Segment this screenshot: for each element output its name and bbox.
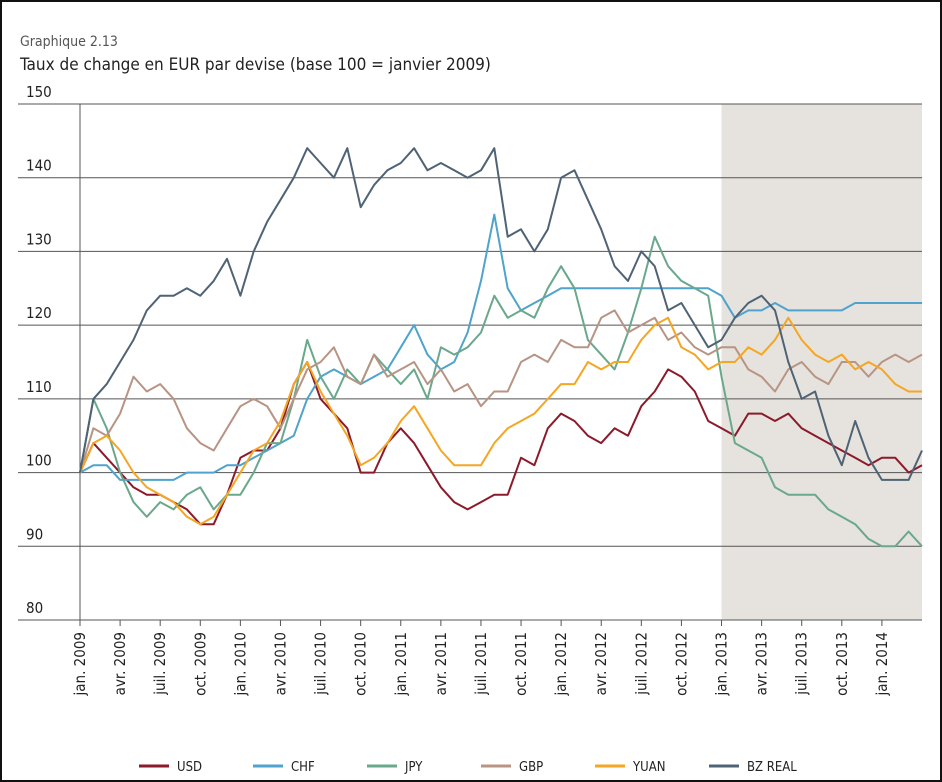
chart-title: Taux de change en EUR par devise (base 1… (19, 55, 491, 75)
x-tick-label: jan. 2012 (552, 632, 570, 696)
series-line (79, 213, 922, 481)
x-tick-label: oct. 2013 (833, 632, 851, 696)
legend-label: BZ REAL (747, 760, 797, 775)
x-tick-label: oct. 2012 (672, 632, 690, 696)
series-line (79, 316, 922, 526)
y-tick-label: 110 (26, 378, 52, 396)
x-tick-label: juil. 2009 (151, 632, 169, 696)
x-tick-label: juil. 2013 (793, 632, 811, 696)
y-tick-label: 90 (26, 525, 43, 543)
legend-label: JPY (404, 760, 423, 775)
y-tick-label: 120 (26, 304, 52, 322)
x-tick-label: jan. 2011 (392, 632, 410, 696)
chart-label: Graphique 2.13 (20, 34, 118, 50)
legend-label: CHF (291, 760, 315, 775)
y-tick-label: 150 (26, 83, 52, 101)
x-tick-label: jan. 2014 (873, 632, 891, 696)
series-line (79, 309, 923, 473)
series-line (79, 361, 923, 526)
series-line (79, 235, 923, 548)
x-tick-label: oct. 2010 (352, 632, 370, 696)
x-tick-label: oct. 2011 (512, 632, 530, 696)
x-tick-label: avr. 2010 (271, 632, 289, 695)
y-tick-label: 100 (26, 452, 52, 470)
x-tick-label: juil. 2011 (472, 632, 490, 696)
x-tick-label: avr. 2012 (592, 632, 610, 695)
x-tick-label: juil. 2010 (312, 632, 330, 696)
x-tick-label: avr. 2011 (432, 632, 450, 695)
legend-label: GBP (519, 760, 543, 775)
legend-label: USD (177, 760, 202, 775)
x-tick-label: avr. 2013 (753, 632, 771, 695)
legend-label: YUAN (632, 760, 665, 775)
x-tick-label: juil. 2012 (632, 632, 650, 696)
y-tick-label: 140 (26, 157, 52, 175)
x-tick-label: jan. 2010 (231, 632, 249, 696)
x-tick-label: jan. 2009 (71, 632, 89, 696)
x-tick-label: jan. 2013 (713, 632, 731, 696)
x-tick-label: oct. 2009 (191, 632, 209, 696)
y-tick-label: 80 (26, 599, 43, 617)
y-tick-label: 130 (26, 230, 52, 248)
forecast-shade (721, 104, 922, 620)
series-line (79, 147, 923, 481)
x-tick-label: avr. 2009 (111, 632, 129, 695)
